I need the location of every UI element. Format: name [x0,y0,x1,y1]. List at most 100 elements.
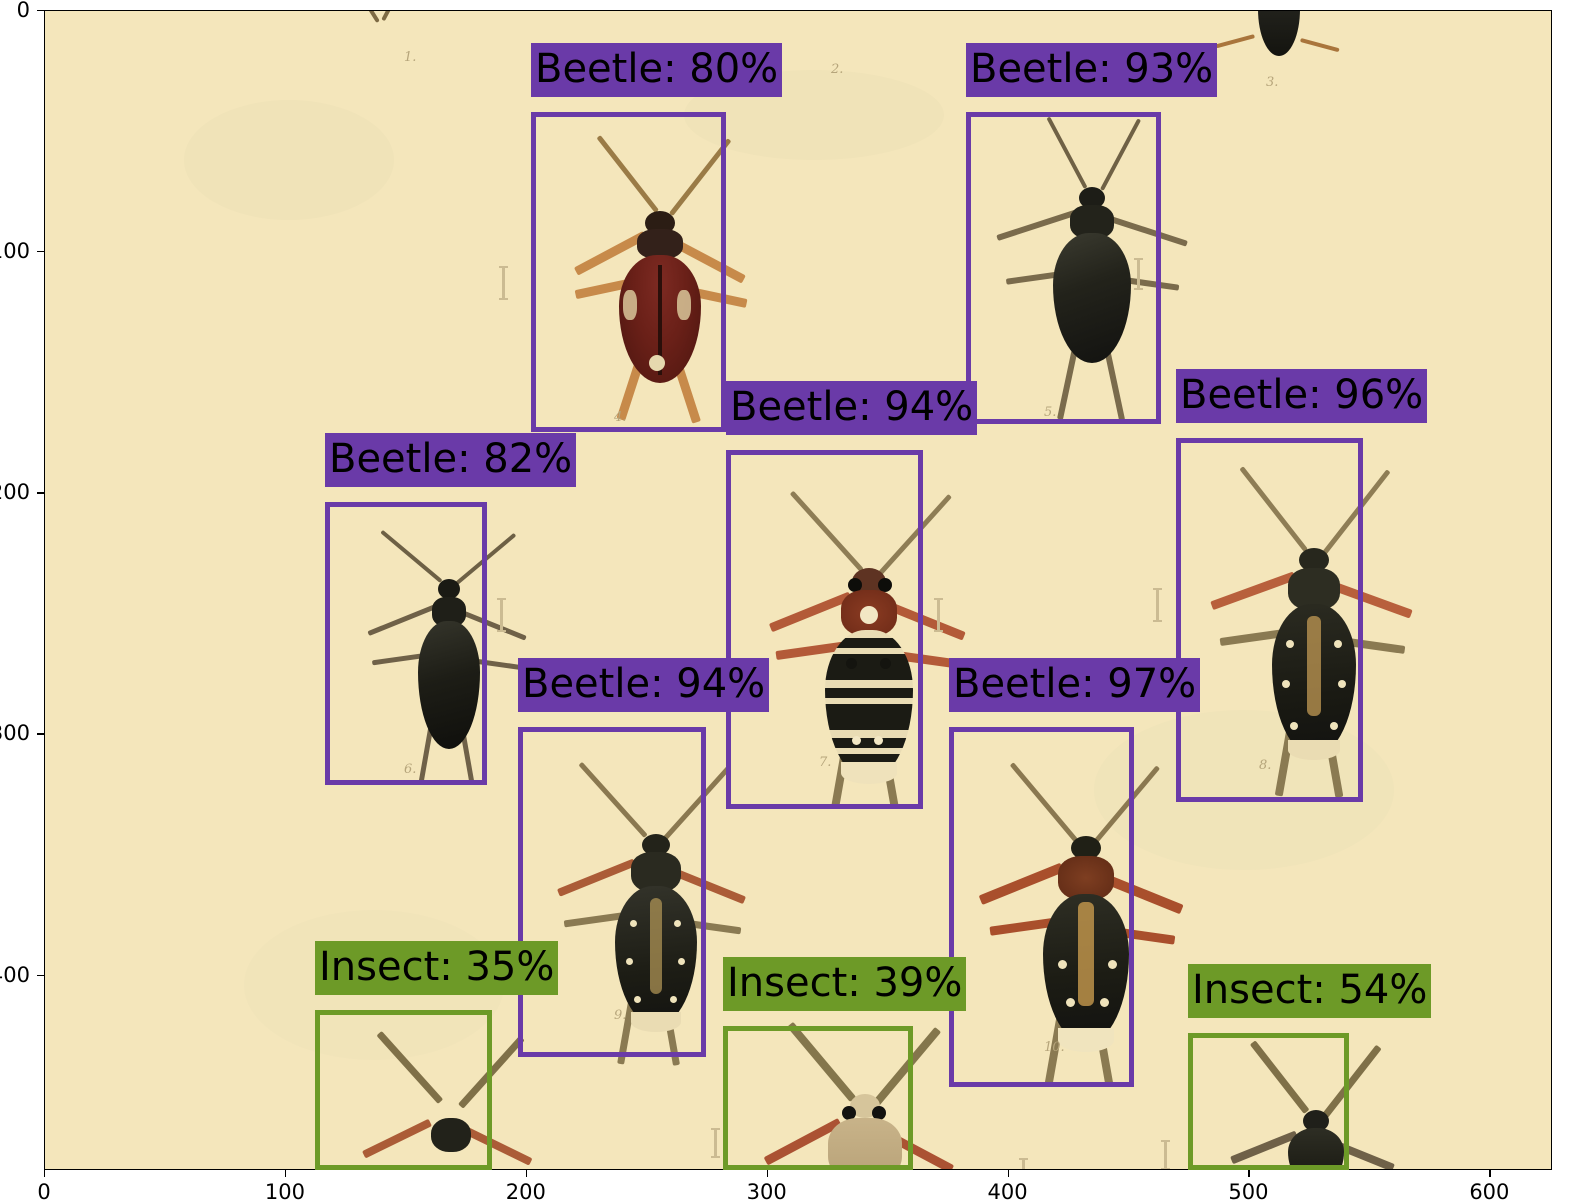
specimen-1 [334,10,434,30]
elytra-spot [1282,680,1290,688]
elytra-spot [626,958,633,965]
y-tick-label: 100 [0,239,30,264]
antenna [344,10,380,24]
elytra-spot [852,736,861,745]
scale-bar [1019,1158,1028,1170]
detection-box[interactable] [1176,438,1363,802]
eye [842,1106,856,1120]
plate-number-9: 9. [614,1008,627,1023]
thorax [636,229,683,259]
detection-label: Beetle: 94% [726,381,978,435]
elytra-spot [677,290,691,320]
plate-number-7: 7. [819,755,832,770]
head [438,579,460,599]
x-tick-mark [766,1170,768,1177]
scale-bar [1134,258,1143,290]
scale-bar [499,266,508,300]
specimen-6 [367,505,527,790]
scale-bar [497,598,506,632]
detection-label: Beetle: 97% [949,658,1201,712]
detection-box[interactable] [1188,1033,1349,1170]
elytra-spot [623,290,637,320]
elytra-marking [657,265,662,375]
eye [878,578,892,592]
detection-box[interactable] [723,1026,913,1170]
elytra-spot [1066,998,1075,1007]
head [1079,187,1105,209]
abdomen [1258,10,1300,56]
paper-texture [1094,710,1394,870]
elytra [1053,233,1131,363]
detection-label: Beetle: 80% [531,43,783,97]
detection-box[interactable] [726,450,923,809]
x-tick-mark [284,1170,287,1177]
head [1303,1110,1329,1132]
plate-number-6: 6. [404,762,417,777]
y-tick-mark [37,492,44,494]
thorax [631,852,681,892]
elytra-spot [1338,680,1346,688]
x-tick-mark [1489,1170,1491,1177]
plate-number-2: 2. [831,62,844,77]
elytra-spot [880,658,891,669]
elytra-spot [1290,722,1298,730]
detection-label: Insect: 35% [315,941,559,995]
detection-label: Insect: 39% [723,957,967,1011]
detection-label: Beetle: 94% [518,658,770,712]
abdomen-tip [1058,1028,1114,1052]
elytra-stripe [1307,616,1321,716]
specimen-13 [1230,1028,1396,1170]
detection-label: Beetle: 93% [966,43,1218,97]
detection-box[interactable] [325,502,487,785]
y-tick-mark [37,733,44,735]
plate-number-1: 1. [404,50,417,65]
detection-box[interactable] [949,727,1134,1087]
detection-label: Beetle: 96% [1176,369,1428,423]
plate-number-3: 3. [1266,75,1279,90]
elytra-spot [634,996,641,1003]
thorax-spot [860,606,878,624]
elytra-spot [670,996,677,1003]
thorax [1288,568,1340,610]
x-tick-label: 600 [1469,1180,1510,1203]
eye [848,578,862,592]
scale-bar [711,1128,720,1158]
y-tick-label: 0 [16,0,30,22]
plot-area: 1. 2. 3. [44,10,1552,1170]
specimen-5 [996,115,1188,427]
elytra-spot [1108,960,1117,969]
leg [1215,34,1255,49]
detection-box[interactable] [966,112,1161,424]
elytra [825,630,913,780]
specimen-10 [978,730,1184,1096]
elytra-stripe [1078,902,1094,1006]
elytra-spot [649,355,665,371]
x-tick-label: 400 [987,1180,1028,1203]
x-tick-mark [525,1170,528,1177]
specimen-8 [1210,440,1413,810]
y-tick-mark [37,251,44,253]
elytra-spot [1058,960,1067,969]
detection-label: Beetle: 82% [325,433,577,487]
specimen-9 [556,730,747,1066]
elytra-spot [1330,722,1338,730]
x-tick-label: 200 [505,1180,546,1203]
y-tick-label: 200 [0,480,30,505]
detection-box[interactable] [518,727,706,1057]
y-tick-mark [37,10,44,12]
detection-label: Insect: 54% [1188,964,1432,1018]
specimen-4 [573,115,748,435]
plate-number-8: 8. [1259,758,1272,773]
thorax [1058,856,1114,900]
detection-box[interactable] [531,112,726,432]
detection-box[interactable] [315,1010,492,1170]
antenna [381,10,412,22]
elytra-stripe [650,898,662,994]
abdomen-tip [841,762,897,784]
y-tick-mark [37,974,44,976]
head [642,834,670,856]
elytra-spot [678,958,685,965]
thorax [828,1118,902,1170]
elytra [1288,1128,1344,1170]
x-tick-label: 300 [746,1180,787,1203]
